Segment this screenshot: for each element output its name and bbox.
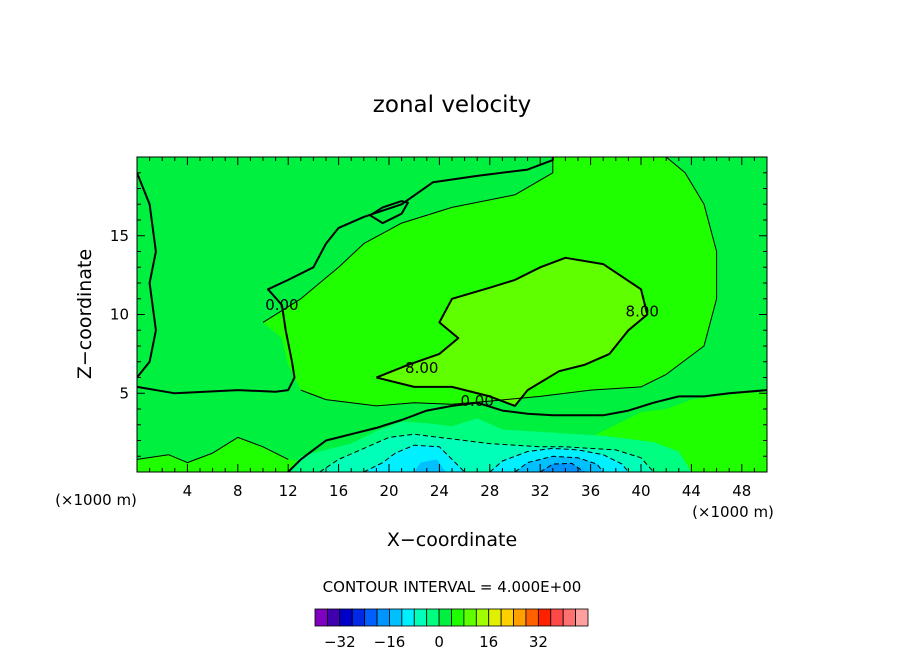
- y-tick-label-2: 15: [110, 227, 129, 245]
- colorbar-tick-label-0: −32: [324, 633, 356, 651]
- colorbar-swatch-19: [550, 608, 564, 627]
- contour-interval-note: CONTOUR INTERVAL = 4.000E+00: [323, 578, 582, 596]
- x-tick-label-4: 20: [379, 482, 398, 500]
- colorbar-tick-label-4: 32: [529, 633, 548, 651]
- chart-title: zonal velocity: [373, 92, 531, 118]
- colorbar-swatch-20: [562, 608, 576, 627]
- y-axis: 5 10 15: [110, 172, 767, 457]
- contour-line-7: [137, 436, 289, 464]
- colorbar-swatch-7: [401, 608, 415, 627]
- colorbar-swatch-4: [364, 608, 378, 627]
- colorbar-swatch-17: [525, 608, 539, 627]
- x-tick-label-3: 16: [329, 482, 348, 500]
- x-tick-label-2: 12: [279, 482, 298, 500]
- colorbar-labels: −32 −16 0 16 32: [324, 633, 548, 651]
- colorbar-swatch-5: [376, 608, 390, 627]
- contour-line-11: [514, 455, 604, 472]
- colorbar-swatch-8: [413, 608, 428, 627]
- x-tick-label-1: 8: [233, 482, 243, 500]
- x-tick-label-7: 32: [531, 482, 550, 500]
- colorbar-swatch-6: [389, 608, 403, 627]
- contour-line-2: [369, 200, 409, 225]
- x-axis: 4 8 12 16 20 24 28 32 36 40 44 48: [149, 157, 755, 500]
- colorbar-swatch-3: [351, 608, 366, 627]
- contour-line-0: [137, 172, 157, 379]
- contour-fill-layer: [137, 157, 767, 472]
- contour-label-1: 8.00: [405, 359, 438, 377]
- contour-line-layer: [137, 157, 767, 472]
- contour-line-5: [262, 157, 554, 323]
- colorbar-swatch-21: [575, 608, 589, 627]
- contour-line-3: [287, 389, 767, 472]
- colorbar-swatch-9: [426, 608, 440, 627]
- contour-label-layer: 0.00 8.00 8.00 0.00: [265, 296, 659, 410]
- x-unit-right: (×1000 m): [692, 503, 774, 521]
- colorbar-tick-label-3: 16: [479, 633, 498, 651]
- contour-line-6: [300, 157, 718, 407]
- y-tick-label-0: 5: [119, 384, 129, 402]
- contour-label-3: 0.00: [460, 392, 493, 410]
- colorbar-tick-label-1: −16: [374, 633, 406, 651]
- colorbar-swatch-2: [339, 608, 353, 627]
- colorbar-swatch-10: [438, 608, 452, 627]
- x-tick-label-10: 44: [682, 482, 701, 500]
- colorbar-swatch-0: [314, 608, 328, 627]
- y-tick-label-1: 10: [110, 306, 129, 324]
- colorbar-swatch-11: [451, 608, 465, 627]
- x-axis-label: X−coordinate: [387, 529, 517, 551]
- x-tick-label-11: 48: [732, 482, 751, 500]
- contour-line-4: [376, 256, 649, 407]
- x-unit-left: (×1000 m): [55, 491, 137, 509]
- x-tick-label-8: 36: [581, 482, 600, 500]
- colorbar-swatch-16: [513, 608, 527, 627]
- contour-line-10: [489, 447, 629, 472]
- colorbar-tick-label-2: 0: [434, 633, 444, 651]
- contour-line-8: [319, 433, 654, 472]
- colorbar-swatch-14: [488, 608, 502, 627]
- contour-line-1: [137, 157, 554, 395]
- x-tick-label-6: 28: [480, 482, 499, 500]
- contour-region-2: [376, 257, 648, 406]
- colorbar: [314, 608, 589, 627]
- contour-label-0: 0.00: [265, 296, 298, 314]
- colorbar-swatch-18: [537, 608, 552, 627]
- y-axis-label: Z−coordinate: [74, 249, 96, 379]
- contour-line-12: [539, 462, 585, 472]
- x-tick-label-9: 40: [631, 482, 650, 500]
- x-tick-label-0: 4: [183, 482, 193, 500]
- colorbar-swatch-13: [475, 608, 490, 627]
- contour-label-2: 8.00: [626, 302, 659, 320]
- colorbar-swatch-15: [500, 608, 514, 627]
- contour-region-8: [414, 459, 446, 472]
- colorbar-swatch-12: [463, 608, 477, 627]
- colorbar-swatch-1: [327, 608, 341, 627]
- contour-line-9: [363, 444, 465, 472]
- x-tick-label-5: 24: [430, 482, 449, 500]
